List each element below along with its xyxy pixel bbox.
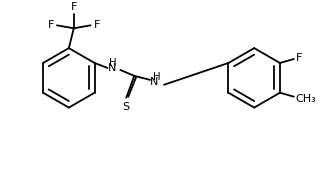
Text: H: H: [153, 72, 161, 82]
Text: CH₃: CH₃: [296, 94, 317, 104]
Text: F: F: [296, 53, 302, 63]
Text: F: F: [71, 2, 77, 12]
Text: H: H: [109, 58, 116, 68]
Text: F: F: [94, 20, 100, 30]
Text: N: N: [108, 63, 116, 73]
Text: F: F: [48, 20, 54, 30]
Text: N: N: [150, 77, 158, 87]
Text: S: S: [122, 102, 129, 112]
